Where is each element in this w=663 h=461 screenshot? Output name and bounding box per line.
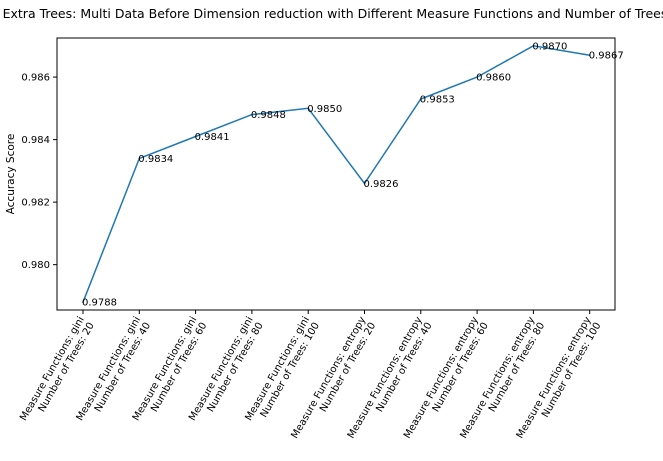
y-tick-label: 0.984 xyxy=(21,135,50,146)
data-label: 0.9853 xyxy=(420,94,455,105)
data-point xyxy=(251,113,253,116)
data-label: 0.9841 xyxy=(195,132,230,143)
data-label: 0.9834 xyxy=(138,154,173,165)
data-label: 0.9867 xyxy=(589,51,624,62)
y-axis-label: Accuracy Score xyxy=(5,134,17,215)
x-tick-label-line: Measure Functions: gini xyxy=(18,315,87,423)
series-line xyxy=(82,45,590,303)
plot-frame xyxy=(56,37,616,311)
chart-title: Extra Trees: Multi Data Before Dimension… xyxy=(3,6,663,21)
data-label: 0.9860 xyxy=(476,73,511,84)
data-label: 0.9826 xyxy=(364,179,399,190)
data-point xyxy=(138,157,141,160)
y-tick-label: 0.980 xyxy=(21,260,50,271)
data-labels: 0.9788 0.9834 0.9841 0.9848 0.9850 0.9826 0.98… xyxy=(82,41,624,308)
data-label: 0.9788 xyxy=(82,298,117,309)
x-axis-ticks: Measure Functions: giniNumber of Trees: … xyxy=(18,310,604,441)
data-point xyxy=(194,135,197,138)
data-point xyxy=(476,76,478,78)
data-label: 0.9870 xyxy=(532,41,567,52)
data-label: 0.9848 xyxy=(251,110,286,121)
y-tick-label: 0.986 xyxy=(21,73,50,84)
data-point xyxy=(588,54,591,56)
data-point xyxy=(532,45,535,47)
data-point xyxy=(82,301,84,303)
series-group xyxy=(82,45,591,303)
y-tick-label: 0.982 xyxy=(21,198,50,209)
data-point xyxy=(420,98,422,100)
data-label: 0.9850 xyxy=(307,104,342,115)
data-point xyxy=(307,107,310,110)
data-point xyxy=(363,182,366,185)
y-axis-ticks: 0.980 0.982 0.984 0.986 xyxy=(21,73,57,271)
